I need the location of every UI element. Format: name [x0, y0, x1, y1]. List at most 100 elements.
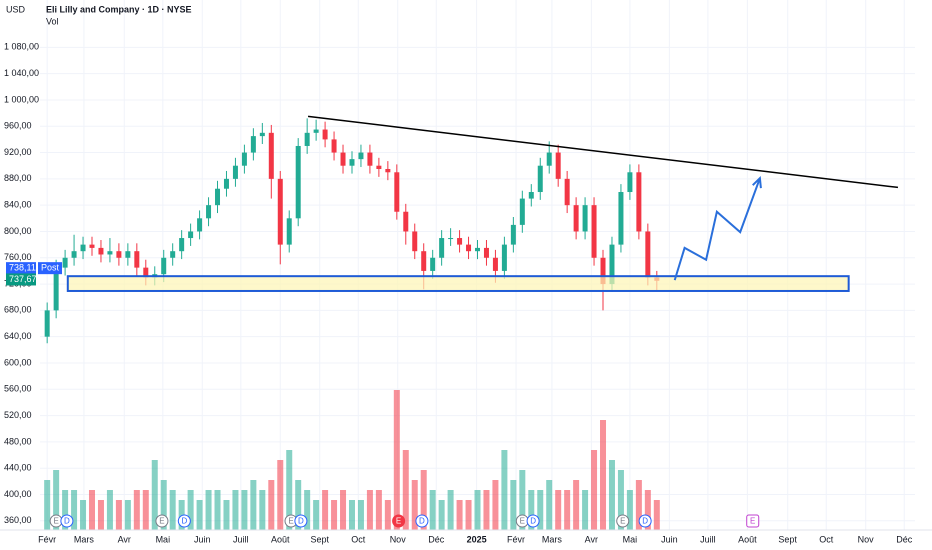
- volume-bar: [322, 490, 329, 530]
- volume-bar: [573, 480, 580, 530]
- volume-bar: [268, 480, 275, 530]
- candle-body: [295, 145, 301, 219]
- event-marker: [616, 514, 630, 528]
- event-label: E: [288, 517, 293, 526]
- volume-bar: [313, 500, 320, 530]
- candle-body: [313, 129, 319, 133]
- volume-bar: [106, 490, 113, 530]
- candle-body: [349, 159, 355, 166]
- volume-bar: [555, 490, 562, 530]
- volume-bar: [124, 500, 131, 530]
- volume-bar: [44, 480, 51, 530]
- x-tick-label: Août: [271, 534, 290, 544]
- candle-body: [322, 129, 328, 140]
- candle-body: [206, 205, 212, 219]
- event-label: D: [298, 517, 304, 526]
- volume-bar: [564, 490, 571, 530]
- candle-body: [528, 192, 534, 199]
- volume-bar: [295, 480, 302, 530]
- y-tick-label: 480,00: [4, 436, 32, 446]
- x-tick-label: Juin: [661, 534, 678, 544]
- candle-body: [403, 211, 409, 232]
- candle-body: [197, 218, 203, 232]
- volume-bar: [438, 500, 445, 530]
- candle-body: [430, 257, 436, 271]
- y-tick-label: 1 040,00: [4, 68, 39, 78]
- event-marker: [638, 514, 652, 528]
- volume-bar: [528, 490, 535, 530]
- y-tick-label: 840,00: [4, 200, 32, 210]
- volume-bar: [393, 390, 400, 530]
- event-label: E: [396, 517, 401, 526]
- candle-body: [367, 152, 373, 166]
- volume-bar: [259, 490, 266, 530]
- candle-body: [53, 267, 59, 311]
- post-badge: [38, 262, 62, 275]
- volume-bar: [133, 490, 140, 530]
- volume-bar: [411, 480, 418, 530]
- candle-body: [232, 165, 238, 179]
- currency: USD: [6, 4, 26, 14]
- candle-body: [636, 172, 642, 232]
- candle-body: [116, 251, 122, 258]
- volume-bar: [250, 480, 257, 530]
- event-label: D: [530, 517, 536, 526]
- volume-bar: [214, 490, 221, 530]
- volume-bar: [205, 490, 212, 530]
- price-label: 737,67: [9, 274, 37, 284]
- trendline: [307, 115, 899, 189]
- candle-body: [591, 205, 597, 258]
- y-tick-label: 440,00: [4, 463, 32, 473]
- candle-body: [645, 231, 651, 278]
- x-tick-label: Sept: [310, 534, 329, 544]
- candle-body: [259, 132, 265, 137]
- event-marker: [392, 514, 406, 528]
- volume-bar: [510, 480, 517, 530]
- x-tick-label: Févr: [507, 534, 525, 544]
- volume-bar: [151, 460, 158, 530]
- candle-body: [564, 178, 570, 206]
- event-marker: [746, 514, 760, 528]
- x-tick-label: Juin: [194, 534, 211, 544]
- event-marker: [526, 514, 540, 528]
- x-tick-label: Févr: [38, 534, 56, 544]
- volume-bar: [304, 490, 311, 530]
- candle-body: [143, 267, 149, 278]
- support-zone: [66, 275, 850, 292]
- volume-bar: [357, 500, 364, 530]
- volume-bar: [447, 490, 454, 530]
- volume-bar: [142, 490, 149, 530]
- volume-bar: [366, 490, 373, 530]
- candle-body: [376, 165, 382, 169]
- event-label: D: [642, 517, 648, 526]
- candle-body: [573, 205, 579, 232]
- event-label: E: [53, 517, 58, 526]
- candle-body: [618, 192, 624, 245]
- event-marker: [294, 514, 308, 528]
- candle-body: [161, 257, 167, 275]
- volume-bar: [384, 500, 391, 530]
- event-marker: [177, 514, 191, 528]
- post-label: Post: [41, 263, 60, 273]
- volume-bar: [232, 490, 239, 530]
- volume-bar: [501, 450, 508, 530]
- volume-bar: [375, 490, 382, 530]
- x-tick-label: Avr: [585, 534, 598, 544]
- volume-bar: [456, 500, 463, 530]
- candle-body: [125, 251, 131, 258]
- x-tick-label: Sept: [778, 534, 797, 544]
- candle-body: [501, 244, 507, 271]
- candle-body: [394, 172, 400, 212]
- volume-bar: [608, 460, 615, 530]
- candle-body: [483, 247, 489, 258]
- event-label: E: [620, 517, 625, 526]
- volume-bar: [483, 490, 490, 530]
- candle-body: [510, 224, 516, 245]
- candle-body: [250, 136, 256, 153]
- x-tick-label: Oct: [819, 534, 834, 544]
- candle-body: [466, 244, 472, 252]
- volume-bar: [546, 480, 553, 530]
- volume-bar: [537, 490, 544, 530]
